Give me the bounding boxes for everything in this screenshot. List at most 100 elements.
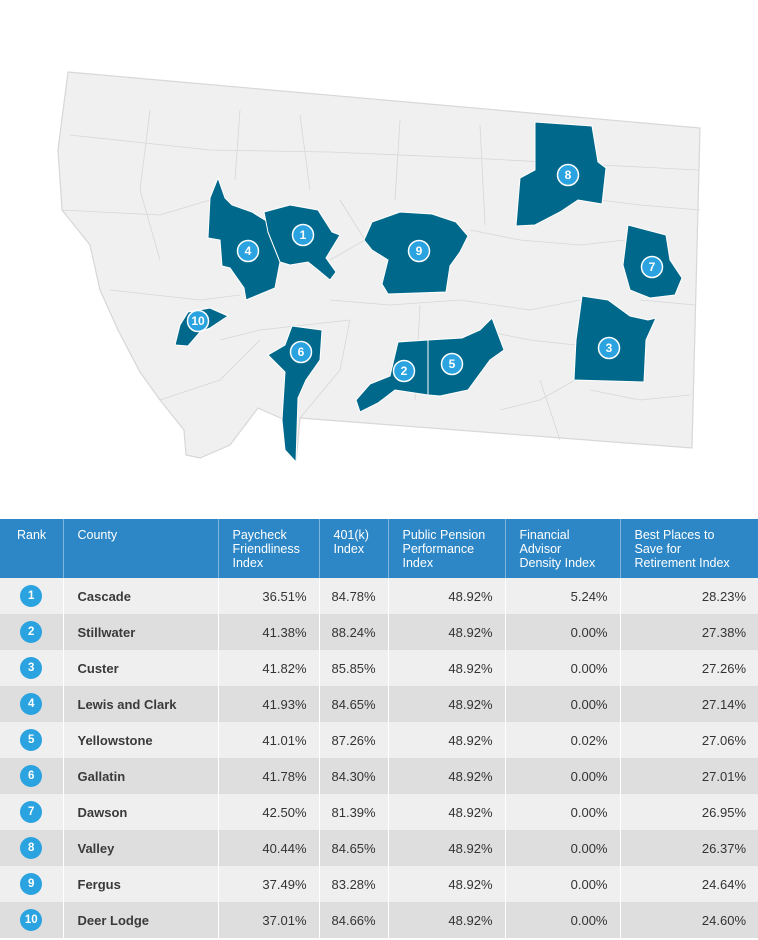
header-401k-index[interactable]: 401(k) Index xyxy=(319,519,389,578)
cell-pension: 48.92% xyxy=(388,794,506,830)
map-marker-valley[interactable]: 8 xyxy=(556,163,580,187)
map-marker-cascade[interactable]: 1 xyxy=(291,223,315,247)
marker-rank-label: 6 xyxy=(298,345,305,359)
cell-advisor: 0.00% xyxy=(505,650,621,686)
map-marker-deer-lodge[interactable]: 10 xyxy=(186,309,210,333)
cell-rank: 1 xyxy=(0,578,64,614)
marker-rank-label: 8 xyxy=(565,168,572,182)
cell-county: Stillwater xyxy=(63,614,219,650)
ranking-table: Rank County Paycheck Friendliness Index … xyxy=(0,519,758,938)
table-row[interactable]: 9 Fergus 37.49% 83.28% 48.92% 0.00% 24.64% xyxy=(0,866,758,902)
table-row[interactable]: 8 Valley 40.44% 84.65% 48.92% 0.00% 26.37% xyxy=(0,830,758,866)
cell-paycheck: 42.50% xyxy=(218,794,320,830)
cell-pension: 48.92% xyxy=(388,650,506,686)
cell-best-places: 24.64% xyxy=(620,866,758,902)
header-rank[interactable]: Rank xyxy=(0,519,64,578)
cell-rank: 6 xyxy=(0,758,64,794)
cell-rank: 7 xyxy=(0,794,64,830)
rank-badge: 9 xyxy=(20,873,43,895)
table-row[interactable]: 4 Lewis and Clark 41.93% 84.65% 48.92% 0.00% 2… xyxy=(0,686,758,722)
cell-rank: 10 xyxy=(0,902,64,938)
cell-paycheck: 41.38% xyxy=(218,614,320,650)
cell-county: Custer xyxy=(63,650,219,686)
cell-rank: 5 xyxy=(0,722,64,758)
cell-best-places: 24.60% xyxy=(620,902,758,938)
cell-advisor: 0.00% xyxy=(505,902,621,938)
cell-401k: 88.24% xyxy=(319,614,389,650)
table-row[interactable]: 3 Custer 41.82% 85.85% 48.92% 0.00% 27.26% xyxy=(0,650,758,686)
cell-401k: 84.66% xyxy=(319,902,389,938)
cell-county: Valley xyxy=(63,830,219,866)
county-shape-lewis-and-clark[interactable] xyxy=(207,176,281,301)
marker-rank-label: 3 xyxy=(606,341,613,355)
cell-advisor: 0.00% xyxy=(505,830,621,866)
marker-circle xyxy=(640,255,664,279)
cell-401k: 84.65% xyxy=(319,830,389,866)
cell-401k: 85.85% xyxy=(319,650,389,686)
marker-circle xyxy=(440,352,464,376)
rank-badge: 5 xyxy=(20,729,43,751)
table-row[interactable]: 10 Deer Lodge 37.01% 84.66% 48.92% 0.00% 24.60… xyxy=(0,902,758,938)
table-body: 1 Cascade 36.51% 84.78% 48.92% 5.24% 28.23% 2 St… xyxy=(0,578,758,938)
cell-rank: 8 xyxy=(0,830,64,866)
cell-advisor: 0.00% xyxy=(505,794,621,830)
map-marker-yellowstone[interactable]: 5 xyxy=(440,352,464,376)
table-row[interactable]: 7 Dawson 42.50% 81.39% 48.92% 0.00% 26.95% xyxy=(0,794,758,830)
marker-rank-label: 10 xyxy=(191,314,205,328)
header-advisor-index[interactable]: Financial Advisor Density Index xyxy=(505,519,621,578)
cell-best-places: 26.37% xyxy=(620,830,758,866)
cell-best-places: 27.06% xyxy=(620,722,758,758)
cell-paycheck: 41.78% xyxy=(218,758,320,794)
cell-best-places: 27.14% xyxy=(620,686,758,722)
cell-pension: 48.92% xyxy=(388,686,506,722)
cell-pension: 48.92% xyxy=(388,722,506,758)
marker-circle xyxy=(597,336,621,360)
county-shape-yellowstone[interactable] xyxy=(427,317,505,397)
table-row[interactable]: 2 Stillwater 41.38% 88.24% 48.92% 0.00% 27.38% xyxy=(0,614,758,650)
cell-advisor: 5.24% xyxy=(505,578,621,614)
montana-county-map: 1 2 3 4 5 6 7 8 9 10 xyxy=(57,71,701,464)
rank-badge: 2 xyxy=(20,621,43,643)
map-markers: 1 2 3 4 5 6 7 8 9 10 xyxy=(186,163,664,383)
cell-county: Gallatin xyxy=(63,758,219,794)
cell-paycheck: 37.01% xyxy=(218,902,320,938)
cell-advisor: 0.00% xyxy=(505,686,621,722)
cell-401k: 83.28% xyxy=(319,866,389,902)
header-pension-index[interactable]: Public Pension Performance Index xyxy=(388,519,506,578)
marker-rank-label: 2 xyxy=(401,364,408,378)
table-header-row: Rank County Paycheck Friendliness Index … xyxy=(0,519,758,578)
map-marker-lewis-and-clark[interactable]: 4 xyxy=(236,239,260,263)
cell-paycheck: 41.01% xyxy=(218,722,320,758)
map-marker-gallatin[interactable]: 6 xyxy=(289,340,313,364)
table-row[interactable]: 6 Gallatin 41.78% 84.30% 48.92% 0.00% 27.01% xyxy=(0,758,758,794)
map-svg: 1 2 3 4 5 6 7 8 9 10 xyxy=(57,71,701,464)
header-paycheck-index[interactable]: Paycheck Friendliness Index xyxy=(218,519,320,578)
header-county[interactable]: County xyxy=(63,519,219,578)
marker-rank-label: 7 xyxy=(649,260,656,274)
map-marker-dawson[interactable]: 7 xyxy=(640,255,664,279)
rank-badge: 4 xyxy=(20,693,43,715)
cell-401k: 81.39% xyxy=(319,794,389,830)
marker-circle xyxy=(236,239,260,263)
cell-401k: 84.78% xyxy=(319,578,389,614)
cell-paycheck: 40.44% xyxy=(218,830,320,866)
map-marker-stillwater[interactable]: 2 xyxy=(392,359,416,383)
marker-rank-label: 1 xyxy=(300,228,307,242)
cell-paycheck: 37.49% xyxy=(218,866,320,902)
header-best-places-index[interactable]: Best Places to Save for Retirement Index xyxy=(620,519,758,578)
cell-advisor: 0.00% xyxy=(505,866,621,902)
rank-badge: 7 xyxy=(20,801,43,823)
rank-badge: 1 xyxy=(20,585,43,607)
map-marker-custer[interactable]: 3 xyxy=(597,336,621,360)
table-row[interactable]: 5 Yellowstone 41.01% 87.26% 48.92% 0.02% 27.06… xyxy=(0,722,758,758)
table-row[interactable]: 1 Cascade 36.51% 84.78% 48.92% 5.24% 28.23% xyxy=(0,578,758,614)
marker-circle xyxy=(186,309,210,333)
cell-advisor: 0.00% xyxy=(505,614,621,650)
marker-rank-label: 5 xyxy=(449,357,456,371)
cell-paycheck: 36.51% xyxy=(218,578,320,614)
marker-circle xyxy=(289,340,313,364)
marker-rank-label: 4 xyxy=(245,244,252,258)
map-marker-fergus[interactable]: 9 xyxy=(407,239,431,263)
cell-rank: 3 xyxy=(0,650,64,686)
marker-circle xyxy=(407,239,431,263)
